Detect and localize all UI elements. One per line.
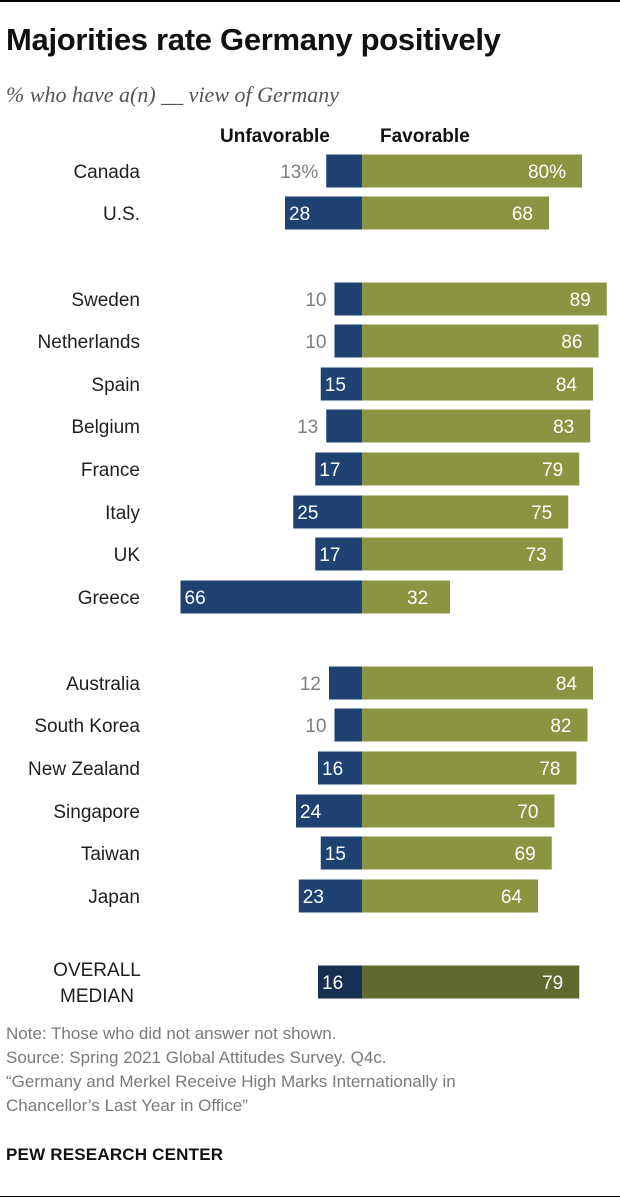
bar-unfavorable [334, 324, 362, 358]
category-label: OVERALL MEDIAN [53, 960, 141, 1007]
data-label-unfavorable: 16 [322, 759, 343, 780]
bar-favorable [362, 324, 599, 358]
column-header-unfavorable: Unfavorable [220, 126, 330, 147]
data-label-favorable: 79 [542, 460, 563, 481]
data-label-unfavorable: 23 [303, 887, 324, 908]
report-title-line: “Germany and Merkel Receive High Marks I… [6, 1072, 456, 1091]
bar-favorable [362, 154, 582, 188]
bar-unfavorable [285, 196, 362, 230]
bar-favorable [362, 196, 549, 230]
bar-unfavorable [326, 154, 362, 188]
bar-favorable [362, 495, 569, 529]
category-label: Italy [105, 503, 140, 524]
data-label-unfavorable: 17 [319, 460, 340, 481]
data-label-favorable: 83 [553, 417, 574, 438]
chart-subtitle: % who have a(n) __ view of Germany [6, 82, 339, 107]
category-label: South Korea [34, 716, 140, 737]
bar-favorable [362, 879, 538, 913]
notes-block: Note: Those who did not answer not shown… [6, 1022, 606, 1118]
source-line: Source: Spring 2021 Global Attitudes Sur… [6, 1048, 387, 1067]
data-label-favorable: 84 [556, 674, 578, 695]
data-label-unfavorable: 28 [289, 204, 310, 225]
bar-favorable [362, 708, 588, 742]
bar-favorable [362, 580, 450, 614]
bar-unfavorable [315, 452, 362, 486]
bar-unfavorable [296, 794, 362, 828]
pew-research-center-credit: PEW RESEARCH CENTER [6, 1145, 224, 1164]
bar-favorable [362, 965, 580, 999]
report-title-line: Chancellor’s Last Year in Office” [6, 1096, 248, 1115]
data-label-favorable: 86 [561, 332, 582, 353]
category-label: France [81, 460, 140, 481]
data-label-favorable: 79 [542, 973, 563, 994]
data-label-favorable: 82 [550, 716, 571, 737]
data-label-unfavorable: 66 [185, 588, 206, 609]
data-label-favorable: 70 [517, 802, 538, 823]
data-label-unfavorable: 25 [297, 503, 318, 524]
bar-unfavorable [329, 666, 362, 700]
bar-favorable [362, 794, 555, 828]
data-label-unfavorable: 17 [319, 545, 340, 566]
category-label: Spain [91, 375, 140, 396]
category-label: Greece [78, 588, 140, 609]
bar-favorable [362, 836, 552, 870]
bar-unfavorable [318, 751, 362, 785]
data-label-unfavorable: 16 [322, 973, 343, 994]
data-label-unfavorable: 13 [297, 417, 318, 438]
bar-unfavorable [334, 282, 362, 316]
data-label-unfavorable: 10 [305, 332, 326, 353]
bar-unfavorable [326, 409, 362, 443]
bar-favorable [362, 367, 593, 401]
category-label: Australia [66, 674, 140, 695]
note-line: Note: Those who did not answer not shown… [6, 1024, 337, 1043]
bar-unfavorable [315, 537, 362, 571]
bar-favorable [362, 409, 591, 443]
data-label-favorable: 64 [501, 887, 523, 908]
category-label: Taiwan [81, 844, 140, 865]
chart-title: Majorities rate Germany positively [6, 22, 501, 57]
category-label: Singapore [53, 802, 140, 823]
data-label-favorable: 78 [539, 759, 560, 780]
bar-favorable [362, 452, 580, 486]
bar-favorable [362, 537, 563, 571]
diverging-bar-chart: Canada 13% 80% U.S. 28 68 Sweden 10 89 Netherland… [28, 154, 607, 1007]
data-label-unfavorable: 10 [305, 290, 326, 311]
data-label-favorable: 75 [531, 503, 552, 524]
data-label-favorable: 32 [407, 588, 428, 609]
bar-unfavorable [320, 836, 362, 870]
data-label-favorable: 89 [570, 290, 591, 311]
category-label: UK [114, 545, 141, 566]
data-label-unfavorable: 12 [300, 674, 321, 695]
data-label-unfavorable: 10 [305, 716, 326, 737]
data-label-favorable: 80% [528, 162, 566, 183]
category-label: Canada [73, 162, 140, 183]
data-label-unfavorable: 15 [325, 844, 346, 865]
bar-favorable [362, 751, 577, 785]
data-label-unfavorable: 24 [300, 802, 322, 823]
category-label: Netherlands [38, 332, 140, 353]
bar-unfavorable [320, 367, 362, 401]
bar-unfavorable [180, 580, 362, 614]
bar-unfavorable [298, 879, 362, 913]
data-label-unfavorable: 13% [280, 162, 318, 183]
category-label: Sweden [71, 290, 140, 311]
data-label-favorable: 73 [526, 545, 547, 566]
category-label: New Zealand [28, 759, 140, 780]
bar-unfavorable [318, 965, 362, 999]
data-label-unfavorable: 15 [325, 375, 346, 396]
data-label-favorable: 84 [556, 375, 578, 396]
top-rule [0, 0, 620, 2]
bar-favorable [362, 666, 593, 700]
column-header-favorable: Favorable [380, 126, 470, 147]
bottom-rule [0, 1196, 620, 1197]
category-label: Belgium [71, 417, 140, 438]
bar-unfavorable [334, 708, 362, 742]
data-label-favorable: 69 [515, 844, 536, 865]
bar-unfavorable [293, 495, 362, 529]
category-label: U.S. [103, 204, 140, 225]
bar-favorable [362, 282, 607, 316]
data-label-favorable: 68 [512, 204, 533, 225]
category-label: Japan [88, 887, 140, 908]
